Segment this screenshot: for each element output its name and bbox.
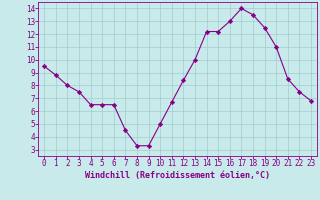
X-axis label: Windchill (Refroidissement éolien,°C): Windchill (Refroidissement éolien,°C) [85, 171, 270, 180]
